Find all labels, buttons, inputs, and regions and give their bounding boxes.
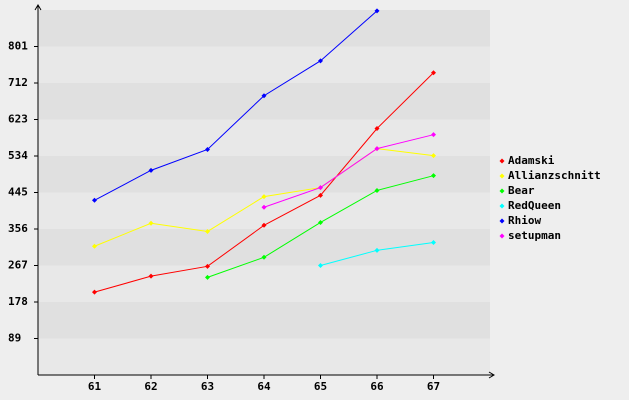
- x-tick-label: 65: [314, 380, 327, 393]
- grid-band: [38, 119, 490, 156]
- x-tick-label: 67: [427, 380, 440, 393]
- grid-band: [38, 302, 490, 339]
- grid-band: [38, 265, 490, 302]
- point: [431, 173, 436, 179]
- point: [148, 220, 154, 226]
- point: [431, 153, 436, 159]
- grid-band: [38, 46, 490, 83]
- point: [431, 70, 436, 76]
- legend-marker: [499, 203, 505, 209]
- point: [431, 132, 436, 138]
- point: [374, 126, 380, 132]
- point: [318, 192, 323, 198]
- point: [261, 204, 267, 210]
- y-tick-label: 178: [8, 295, 28, 308]
- grid-band: [38, 156, 490, 193]
- point: [374, 187, 380, 193]
- y-tick-label: 534: [8, 149, 28, 162]
- point: [374, 8, 380, 14]
- point: [261, 254, 267, 260]
- series-line: [263, 134, 434, 208]
- series-line: [94, 10, 378, 201]
- point: [261, 194, 267, 200]
- legend-marker: [499, 218, 505, 224]
- point: [318, 58, 323, 64]
- point: [374, 146, 380, 152]
- legend-label: Allianzschnitt: [508, 169, 601, 182]
- legend-label: Adamski: [508, 154, 555, 167]
- legend-marker: [499, 173, 505, 179]
- legend-label: setupman: [508, 229, 561, 242]
- point: [148, 273, 154, 279]
- legend-label: Rhiow: [508, 214, 541, 227]
- y-tick-label: 801: [8, 40, 28, 53]
- y-tick-label: 356: [8, 222, 28, 235]
- grid-band: [38, 338, 490, 375]
- point: [92, 197, 97, 203]
- x-arrow: [488, 371, 495, 379]
- x-tick-label: 66: [370, 380, 384, 393]
- point: [92, 289, 97, 295]
- point: [205, 228, 210, 234]
- grid-band: [38, 83, 490, 120]
- x-tick-label: 62: [144, 380, 157, 393]
- point: [261, 222, 267, 228]
- point: [431, 240, 436, 246]
- point: [205, 146, 210, 152]
- point: [205, 274, 210, 280]
- legend-marker: [499, 188, 505, 194]
- legend-label: RedQueen: [508, 199, 561, 212]
- point: [148, 167, 154, 173]
- point: [261, 93, 267, 99]
- y-tick-label: 623: [8, 113, 28, 126]
- legend-marker: [499, 158, 505, 164]
- x-tick-label: 63: [201, 380, 214, 393]
- legend-label: Bear: [508, 184, 535, 197]
- point: [318, 263, 323, 268]
- y-tick-label: 267: [8, 259, 28, 272]
- legend-marker: [499, 233, 505, 239]
- x-tick-label: 61: [88, 380, 102, 393]
- plot-layer: 89 178 267 356 445 534 623 712 801 61 62 63 64 65 66 67…: [8, 8, 601, 393]
- point: [374, 247, 380, 253]
- plot-bands: [38, 10, 490, 375]
- point: [92, 243, 97, 249]
- y-tick-label: 89: [8, 332, 21, 345]
- point: [318, 219, 323, 225]
- point: [205, 263, 210, 269]
- grid-band: [38, 229, 490, 266]
- y-arrow: [34, 4, 42, 11]
- y-tick-label: 445: [8, 186, 28, 199]
- grid-band: [38, 10, 490, 47]
- point: [318, 185, 323, 191]
- x-tick-label: 64: [257, 380, 271, 393]
- y-tick-label: 712: [8, 76, 28, 89]
